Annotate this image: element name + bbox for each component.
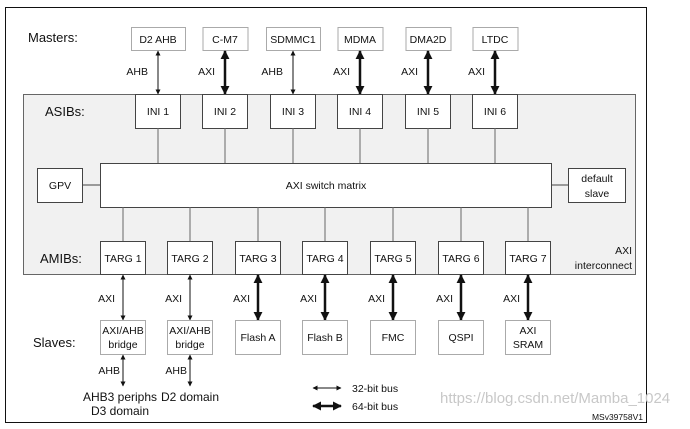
bus-label: AHB <box>165 365 187 377</box>
master-label: MDMA <box>344 34 376 46</box>
targ-label: TARG 5 <box>374 253 411 265</box>
targ-label: TARG 3 <box>239 253 276 265</box>
slave-box <box>100 320 146 355</box>
targ-label: TARG 1 <box>104 253 141 265</box>
slave-label: bridge <box>175 339 204 351</box>
targ-label: TARG 4 <box>306 253 343 265</box>
watermark: https://blog.csdn.net/Mamba_1024 <box>440 390 670 407</box>
masters-label: Masters: <box>28 30 78 45</box>
master-label: LTDC <box>482 34 509 46</box>
gpv-label: GPV <box>49 180 71 192</box>
bus-label: AHB <box>98 365 120 377</box>
bus-label: AXI <box>198 66 215 78</box>
slave-label: bridge <box>108 339 137 351</box>
default-slave-label: default <box>581 173 613 185</box>
slave-box <box>505 320 551 355</box>
ini-label: INI 5 <box>417 106 439 118</box>
slave-label: QSPI <box>448 332 473 344</box>
bus-label: AXI <box>98 293 115 305</box>
bus-label: AXI <box>368 293 385 305</box>
slave-box <box>438 320 484 355</box>
bus-label: AXI <box>300 293 317 305</box>
master-label: D2 AHB <box>139 34 176 46</box>
interconnect-label: interconnect <box>575 260 632 272</box>
legend-64bit-label: 64-bit bus <box>352 401 398 413</box>
ini-label: INI 4 <box>349 106 371 118</box>
slave-label: AXI/AHB <box>169 325 210 337</box>
slaves-label: Slaves: <box>33 335 76 350</box>
slave-box <box>167 320 213 355</box>
ini-label: INI 2 <box>214 106 236 118</box>
targ-box <box>302 241 348 275</box>
ini-label: INI 6 <box>484 106 506 118</box>
bus-label: AHB <box>261 66 283 78</box>
ini-box <box>405 94 451 129</box>
targ-label: TARG 6 <box>442 253 479 265</box>
amibs-label: AMIBs: <box>40 251 82 266</box>
slave-label: Flash B <box>307 332 343 344</box>
targ-box <box>100 241 146 275</box>
bus-label: AHB <box>126 66 148 78</box>
targ-label: TARG 2 <box>171 253 208 265</box>
legend-32bit-label: 32-bit bus <box>352 383 398 395</box>
switch-matrix-label: AXI switch matrix <box>286 180 367 192</box>
ini-box <box>472 94 518 129</box>
domain-label: D2 domain <box>161 390 219 404</box>
targ-label: TARG 7 <box>509 253 546 265</box>
bus-label: AXI <box>233 293 250 305</box>
ini-label: INI 1 <box>147 106 169 118</box>
master-label: C-M7 <box>212 34 238 46</box>
bus-label: AXI <box>333 66 350 78</box>
slave-label: FMC <box>382 332 405 344</box>
bus-label: AXI <box>165 293 182 305</box>
slave-box <box>370 320 416 355</box>
bus-label: AXI <box>436 293 453 305</box>
bus-label: AXI <box>503 293 520 305</box>
slave-label: AXI <box>520 325 537 337</box>
targ-box <box>167 241 213 275</box>
ini-label: INI 3 <box>282 106 304 118</box>
interconnect-label: AXI <box>615 245 632 257</box>
bus-label: AXI <box>468 66 485 78</box>
slave-box <box>235 320 281 355</box>
ini-box <box>270 94 316 129</box>
slave-label: AXI/AHB <box>102 325 143 337</box>
slave-label: SRAM <box>513 339 543 351</box>
figure-id: MSv39758V1 <box>592 412 643 422</box>
axi-switch-matrix <box>100 163 552 208</box>
bus-label: AXI <box>401 66 418 78</box>
asibs-label: ASIBs: <box>45 104 85 119</box>
default-slave-label: slave <box>585 188 610 200</box>
domain-label: AHB3 periphs <box>83 390 157 404</box>
targ-box <box>505 241 551 275</box>
default-slave-box <box>568 168 626 203</box>
ini-box <box>135 94 181 129</box>
targ-box <box>370 241 416 275</box>
targ-box <box>438 241 484 275</box>
master-label: DMA2D <box>410 34 447 46</box>
domain-label: D3 domain <box>91 404 149 418</box>
master-label: SDMMC1 <box>270 34 316 46</box>
slave-box <box>302 320 348 355</box>
slave-label: Flash A <box>240 332 275 344</box>
